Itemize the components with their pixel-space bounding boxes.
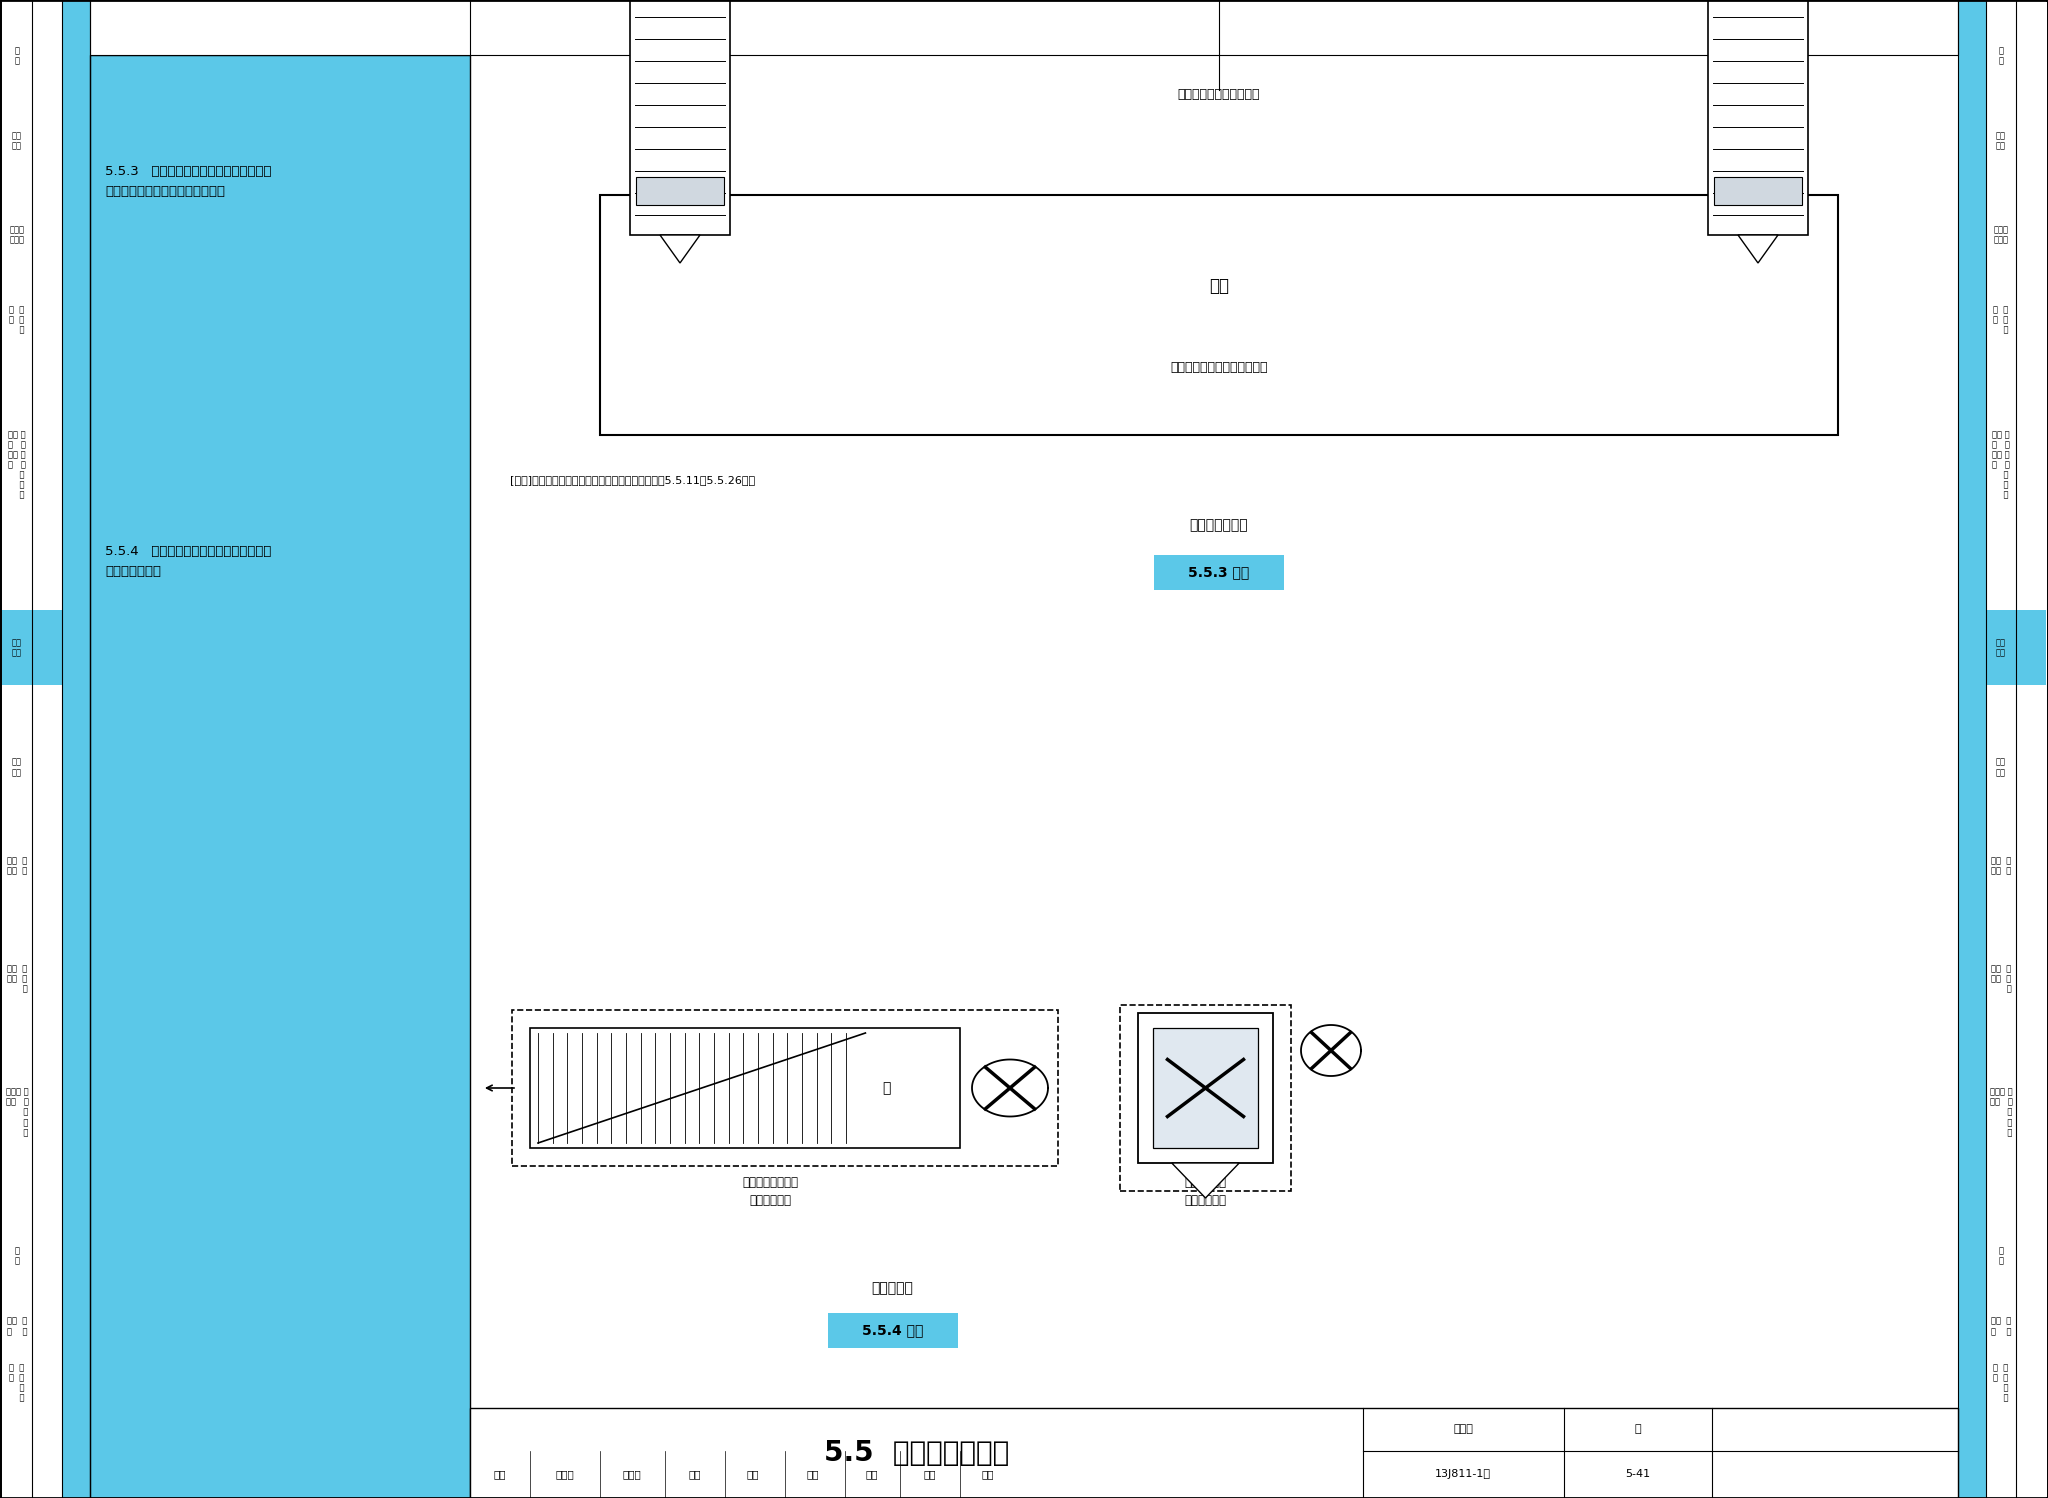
Text: 总术符
则语号: 总术符 则语号	[10, 226, 25, 244]
Text: 昊孜: 昊孜	[807, 1470, 819, 1480]
Bar	[1153, 1028, 1257, 1147]
Text: 校对: 校对	[688, 1470, 700, 1480]
Text: 甲乙 和
丙   可
储罐 燃
区   材
    料
    堆
    场: 甲乙 和 丙 可 储罐 燃 区 材 料 堆 场	[8, 430, 27, 499]
Bar	[1139, 1013, 1274, 1162]
Text: 灭火  设
救援  施: 灭火 设 救援 施	[6, 857, 27, 875]
Text: 屋顶平面示意图: 屋顶平面示意图	[1190, 518, 1249, 532]
Text: 木结  建
构    筑: 木结 建 构 筑	[6, 1317, 27, 1336]
Bar	[2, 610, 61, 685]
Text: 建筑
构造: 建筑 构造	[12, 758, 23, 777]
Text: 供暖、 和
通风   空
       气
       调
       节: 供暖、 和 通风 空 气 调 节	[1989, 1088, 2013, 1137]
Text: 页: 页	[1634, 1423, 1640, 1434]
Bar	[631, 0, 729, 235]
Text: 5.5.4 图示: 5.5.4 图示	[862, 1324, 924, 1338]
Bar	[90, 0, 1958, 55]
Text: 图集号: 图集号	[1454, 1423, 1473, 1434]
Text: 5-41: 5-41	[1626, 1468, 1651, 1479]
Text: 茶儿明: 茶儿明	[623, 1470, 641, 1480]
Bar	[1987, 610, 2046, 685]
Bar	[1153, 554, 1284, 590]
Text: 民用
建筑: 民用 建筑	[12, 638, 23, 658]
Text: 5.5.3 图示: 5.5.3 图示	[1188, 566, 1249, 580]
Polygon shape	[1171, 1162, 1239, 1198]
Text: 目
录: 目 录	[14, 46, 20, 66]
Text: 消防  的
设施  设
      置: 消防 的 设施 设 置	[1991, 965, 2011, 993]
Bar	[61, 0, 90, 1498]
Text: 编制
说明: 编制 说明	[1997, 132, 2005, 150]
Text: 设计: 设计	[866, 1470, 879, 1480]
Text: 消防  的
设施  设
      置: 消防 的 设施 设 置	[6, 965, 27, 993]
Text: 平面示意图: 平面示意图	[872, 1281, 913, 1294]
Text: [注释]其他有关建筑楼梯间通至屋面的设置要求见第5.5.11、5.5.26条。: [注释]其他有关建筑楼梯间通至屋面的设置要求见第5.5.11、5.5.26条。	[510, 475, 756, 485]
Text: 灭火  设
救援  施: 灭火 设 救援 施	[1991, 857, 2011, 875]
Text: 13J811-1改: 13J811-1改	[1436, 1468, 1491, 1479]
Bar	[512, 1010, 1059, 1165]
Text: 5.5.4   自动扶梯和电梯不应计作安全疏散
设施。【图示】: 5.5.4 自动扶梯和电梯不应计作安全疏散 设施。【图示】	[104, 545, 272, 578]
Bar	[637, 177, 725, 205]
Text: 甲乙 和
丙   可
储罐 燃
区   材
    料
    堆
    场: 甲乙 和 丙 可 储罐 燃 区 材 料 堆 场	[1993, 430, 2009, 499]
Text: 电
气: 电 气	[1999, 1246, 2003, 1266]
Bar	[90, 55, 469, 1498]
Bar	[469, 1408, 1958, 1498]
Bar	[1120, 1005, 1290, 1191]
Text: 吴颖: 吴颖	[748, 1470, 760, 1480]
Text: 供暖、 和
通风   空
       气
       调
       节: 供暖、 和 通风 空 气 调 节	[6, 1088, 29, 1137]
Text: 下: 下	[883, 1082, 891, 1095]
Bar	[600, 195, 1837, 434]
Text: 电
气: 电 气	[14, 1246, 20, 1266]
Bar	[1987, 0, 2046, 1498]
Text: 5.5.3   建筑的楼梯间宜通至屋面，通向屋
面的门或窗应向外开启。【图示】: 5.5.3 建筑的楼梯间宜通至屋面，通向屋 面的门或窗应向外开启。【图示】	[104, 165, 272, 198]
Text: 电梯不应计作
安全疏散设施: 电梯不应计作 安全疏散设施	[1184, 1176, 1227, 1207]
Text: 蔡昭昀: 蔡昭昀	[555, 1470, 573, 1480]
Text: 总术符
则语号: 总术符 则语号	[1993, 226, 2009, 244]
Text: 民用
建筑: 民用 建筑	[1997, 638, 2005, 658]
Text: 城  交
市  通
    隧
    道: 城 交 市 通 隧 道	[1993, 1363, 2009, 1402]
Text: 编制
说明: 编制 说明	[12, 132, 23, 150]
Text: 5.5  安全疏散和避难: 5.5 安全疏散和避难	[823, 1440, 1010, 1467]
Polygon shape	[1739, 235, 1778, 264]
Text: 审核: 审核	[494, 1470, 506, 1480]
Text: 屋面: 屋面	[1208, 277, 1229, 295]
Bar	[1958, 0, 1987, 1498]
Bar	[530, 1028, 961, 1147]
Bar	[2, 0, 61, 1498]
Text: 厂  和
房  仓
    库: 厂 和 房 仓 库	[10, 306, 25, 334]
Text: 建筑的楼梯间宜通至屋面: 建筑的楼梯间宜通至屋面	[1178, 88, 1260, 102]
Text: 高儿: 高儿	[981, 1470, 993, 1480]
Text: 自动扶梯不应计作
安全疏散设施: 自动扶梯不应计作 安全疏散设施	[741, 1176, 799, 1207]
Text: 通向屋面的门或窗应向外开启: 通向屋面的门或窗应向外开启	[1169, 361, 1268, 374]
Polygon shape	[659, 235, 700, 264]
Bar	[1708, 0, 1808, 235]
Text: 木结  建
构    筑: 木结 建 构 筑	[1991, 1317, 2011, 1336]
Text: 建筑
构造: 建筑 构造	[1997, 758, 2005, 777]
Text: 厂  和
房  仓
    库: 厂 和 房 仓 库	[1993, 306, 2009, 334]
Bar	[827, 1314, 958, 1348]
Bar	[1714, 177, 1802, 205]
Text: 城  交
市  通
    隧
    道: 城 交 市 通 隧 道	[10, 1363, 25, 1402]
Text: 目
录: 目 录	[1999, 46, 2003, 66]
Text: 高杰: 高杰	[924, 1470, 936, 1480]
